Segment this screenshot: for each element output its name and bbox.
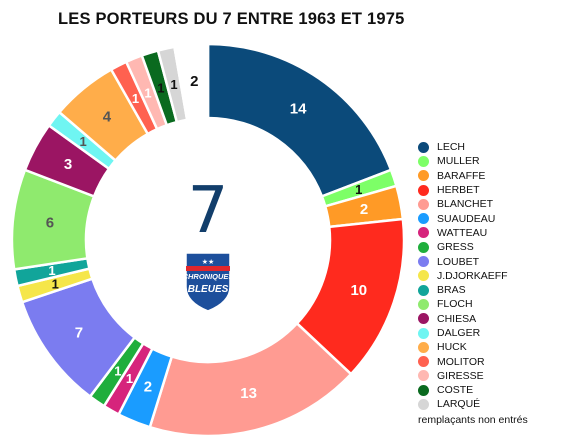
legend-item-floch: FLOCH: [418, 297, 528, 311]
slice-label-muller: 1: [355, 182, 362, 197]
slice-label-larque: 1: [170, 77, 177, 92]
legend-label: GIRESSE: [437, 369, 484, 382]
slice-label-huck: 4: [103, 109, 112, 126]
chart-title: LES PORTEURS DU 7 ENTRE 1963 ET 1975: [58, 10, 405, 28]
legend-swatch: [418, 198, 429, 210]
legend-items: LECH MULLER BARAFFE HERBET BLANCHET SUAUDEAU W…: [418, 140, 528, 412]
legend-label: HUCK: [437, 341, 467, 354]
legend-label: HERBET: [437, 184, 480, 197]
slice-label-gress: 1: [114, 364, 121, 379]
logo-text-top: CHRONIQUES: [183, 272, 234, 281]
legend-label: BARAFFE: [437, 169, 486, 182]
legend-swatch: [418, 227, 429, 239]
legend-label: J.DJORKAEFF: [437, 269, 508, 282]
slice-label-chiesa: 3: [64, 156, 72, 173]
slice-label-molitor: 1: [132, 91, 139, 106]
legend-swatch: [418, 170, 429, 182]
slice-lech: [206, 42, 393, 198]
legend-label: LARQUÉ: [437, 398, 481, 411]
legend-label: FLOCH: [437, 298, 473, 311]
legend-item-watteau: WATTEAU: [418, 226, 528, 240]
legend-swatch: [418, 184, 429, 196]
legend-item-huck: HUCK: [418, 340, 528, 354]
legend-swatch: [418, 370, 429, 382]
legend-item-muller: MULLER: [418, 154, 528, 168]
legend-swatch: [418, 341, 429, 353]
legend-item-j-djorkaeff: J.DJORKAEFF: [418, 269, 528, 283]
legend-swatch: [418, 270, 429, 282]
legend-item-loubet: LOUBET: [418, 254, 528, 268]
legend-label: GRESS: [437, 241, 474, 254]
legend-swatch: [418, 284, 429, 296]
chroniques-bleues-logo: ★★ CHRONIQUES BLEUES: [183, 252, 234, 312]
legend-item-lech: LECH: [418, 140, 528, 154]
legend-label: LECH: [437, 141, 466, 154]
chart-legend: LECH MULLER BARAFFE HERBET BLANCHET SUAUDEAU W…: [418, 140, 528, 426]
legend-swatch: [418, 213, 429, 225]
slice-label-lech: 14: [290, 100, 307, 117]
logo-stars: ★★: [202, 258, 215, 266]
legend-label: LOUBET: [437, 255, 480, 268]
legend-swatch: [418, 313, 429, 325]
slice-label-dalger: 1: [79, 134, 86, 149]
legend-swatch: [418, 384, 429, 396]
legend-item-gress: GRESS: [418, 240, 528, 254]
slice-label-suaudeau: 2: [144, 379, 152, 396]
legend-swatch: [418, 256, 429, 268]
legend-label: WATTEAU: [437, 226, 488, 239]
slice-label-j-djorkaeff: 1: [52, 276, 59, 291]
legend-label: COSTE: [437, 384, 474, 397]
legend-item-herbet: HERBET: [418, 183, 528, 197]
legend-item-suaudeau: SUAUDEAU: [418, 211, 528, 225]
legend-swatch: [418, 298, 429, 310]
center-number: 7: [188, 174, 229, 248]
logo-text-bottom: BLEUES: [188, 284, 229, 295]
slice-label-loubet: 7: [75, 324, 83, 341]
legend-label: BRAS: [437, 284, 466, 297]
legend-label: BLANCHET: [437, 198, 494, 211]
legend-swatch: [418, 398, 429, 410]
legend-label: CHIESA: [437, 312, 477, 325]
legend-label: MULLER: [437, 155, 480, 168]
slice-label-watteau: 1: [126, 371, 133, 386]
slice-label-coste: 1: [157, 81, 164, 96]
slice-label-remplacants-non-entres: 2: [190, 73, 198, 90]
legend-item-coste: COSTE: [418, 383, 528, 397]
legend-label: SUAUDEAU: [437, 212, 496, 225]
slice-label-giresse: 1: [144, 85, 151, 100]
slice-label-floch: 6: [46, 214, 54, 231]
legend-swatch: [418, 327, 429, 339]
legend-swatch: [418, 356, 429, 368]
logo-red-band: [186, 266, 230, 271]
legend-swatch: [418, 241, 429, 253]
slice-remplacants-non-entres: [172, 42, 210, 122]
legend-item-giresse: GIRESSE: [418, 369, 528, 383]
slice-label-herbet: 10: [350, 282, 367, 299]
legend-item-baraffe: BARAFFE: [418, 169, 528, 183]
legend-item-bras: BRAS: [418, 283, 528, 297]
legend-swatch: [418, 155, 429, 167]
slice-label-blanchet: 13: [240, 385, 257, 402]
legend-item-molitor: MOLITOR: [418, 354, 528, 368]
legend-label: MOLITOR: [437, 355, 485, 368]
slice-label-bras: 1: [48, 263, 55, 278]
legend-item-chiesa: CHIESA: [418, 312, 528, 326]
legend-item-dalger: DALGER: [418, 326, 528, 340]
legend-note: remplaçants non entrés: [418, 413, 528, 426]
legend-item-blanchet: BLANCHET: [418, 197, 528, 211]
donut-slices: [10, 42, 406, 438]
legend-item-larque: LARQUÉ: [418, 397, 528, 411]
legend-label: DALGER: [437, 327, 481, 339]
legend-swatch: [418, 141, 429, 153]
slice-label-baraffe: 2: [360, 201, 368, 218]
